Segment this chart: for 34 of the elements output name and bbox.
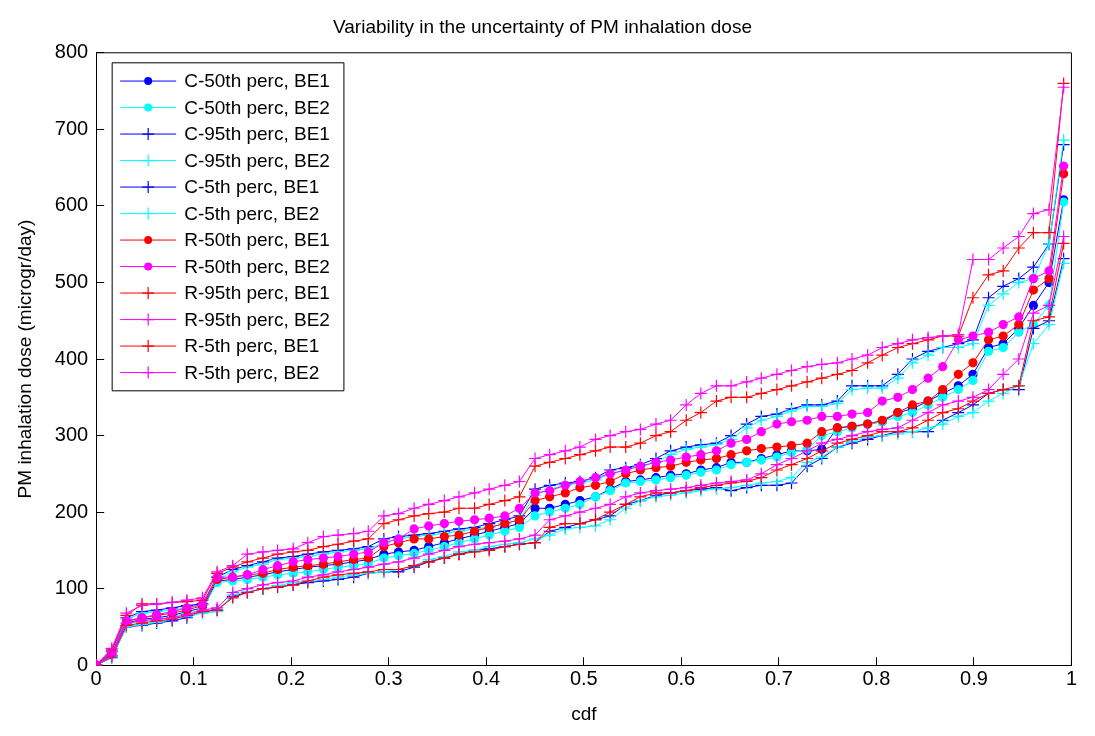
legend-label: C-95th perc, BE2 bbox=[184, 149, 330, 171]
legend-label: C-50th perc, BE2 bbox=[184, 96, 330, 118]
x-tick-label: 1 bbox=[1065, 666, 1077, 689]
y-tick-label: 800 bbox=[54, 40, 89, 63]
legend-label: R-95th perc, BE1 bbox=[184, 282, 330, 304]
y-tick-label: 300 bbox=[54, 423, 89, 446]
y-tick-label: 0 bbox=[77, 652, 89, 675]
y-tick-label: 100 bbox=[54, 576, 89, 599]
x-tick-label: 0.1 bbox=[179, 666, 208, 689]
legend-label: R-50th perc, BE1 bbox=[184, 229, 330, 251]
legend-label: C-5th perc, BE1 bbox=[184, 176, 320, 198]
legend-label: R-5th perc, BE2 bbox=[184, 361, 320, 383]
legend-label: C-95th perc, BE1 bbox=[184, 123, 330, 145]
x-tick-label: 0.8 bbox=[862, 666, 891, 689]
y-tick-label: 500 bbox=[54, 269, 89, 292]
legend-label: C-50th perc, BE1 bbox=[184, 70, 330, 92]
legend-label: R-50th perc, BE2 bbox=[184, 255, 330, 277]
x-tick-label: 0.6 bbox=[667, 666, 696, 689]
legend-label: C-5th perc, BE2 bbox=[184, 202, 320, 224]
y-tick-label: 200 bbox=[54, 499, 89, 522]
legend-label: R-95th perc, BE2 bbox=[184, 308, 330, 330]
x-tick-label: 0.4 bbox=[472, 666, 501, 689]
x-axis-title: cdf bbox=[571, 702, 598, 724]
y-tick-label: 400 bbox=[54, 346, 89, 369]
y-axis-title: PM inhalation dose (microgr/day) bbox=[13, 219, 35, 499]
legend-label: R-5th perc, BE1 bbox=[184, 335, 320, 357]
x-tick-label: 0.3 bbox=[374, 666, 403, 689]
y-tick-label: 700 bbox=[54, 116, 89, 139]
chart-title: Variability in the uncertainty of PM inhalation dose bbox=[333, 15, 752, 37]
x-tick-label: 0.2 bbox=[277, 666, 306, 689]
y-tick-label: 600 bbox=[54, 193, 89, 216]
x-tick-label: 0.9 bbox=[960, 666, 988, 689]
x-tick-label: 0.5 bbox=[569, 666, 598, 689]
x-tick-label: 0.7 bbox=[764, 666, 793, 689]
